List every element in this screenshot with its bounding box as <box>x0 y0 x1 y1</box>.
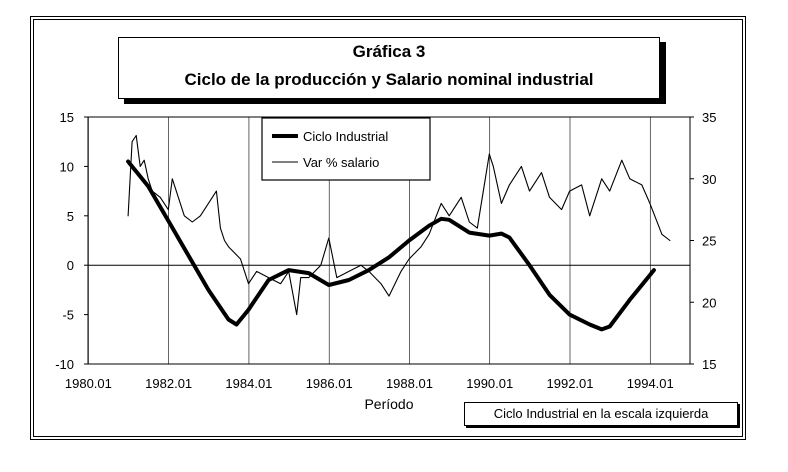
legend-label-ciclo-industrial: Ciclo Industrial <box>303 129 388 144</box>
legend: Ciclo Industrial Var % salario <box>261 117 431 181</box>
x-axis-label: Período <box>364 396 413 412</box>
chart-title: Gráfica 3 <box>352 42 426 61</box>
chart-inner-frame <box>33 19 743 437</box>
right-tick-label: 15 <box>702 357 716 372</box>
x-tick-label: 1984.01 <box>225 376 272 391</box>
series-line-var-salario <box>127 134 671 316</box>
series-lines <box>126 134 671 332</box>
title-box: Gráfica 3 Ciclo de la producción y Salar… <box>118 37 660 99</box>
legend-label-var-salario: Var % salario <box>303 155 379 170</box>
x-tick-label: 1982.01 <box>145 376 192 391</box>
left-tick-label: 10 <box>60 159 74 174</box>
series-line-ciclo-industrial <box>126 159 656 332</box>
x-tick-label: 1988.01 <box>386 376 433 391</box>
x-tick-label: 1994.01 <box>627 376 674 391</box>
left-tick-label: 0 <box>67 258 74 273</box>
right-tick-label: 25 <box>702 234 716 249</box>
right-axis-ticks: 15 20 25 30 35 <box>690 110 716 372</box>
right-tick-label: 20 <box>702 295 716 310</box>
left-tick-label: 5 <box>67 209 74 224</box>
right-tick-label: 35 <box>702 110 716 125</box>
left-tick-label: -10 <box>55 357 74 372</box>
scale-note: Ciclo Industrial en la escala izquierda <box>464 402 738 426</box>
left-tick-label: -5 <box>62 308 74 323</box>
right-tick-label: 30 <box>702 172 716 187</box>
left-tick-label: 15 <box>60 110 74 125</box>
x-tick-label: 1986.01 <box>306 376 353 391</box>
x-tick-label: 1992.01 <box>547 376 594 391</box>
x-tick-label: 1990.01 <box>466 376 513 391</box>
chart-subtitle: Ciclo de la producción y Salario nominal… <box>184 70 594 89</box>
legend-box <box>261 117 431 181</box>
x-tick-label: 1980.01 <box>65 376 112 391</box>
x-axis-ticks: 1980.01 1982.01 1984.01 1986.01 1988.01 1990.… <box>65 376 674 391</box>
left-axis-ticks: -10 -5 0 5 10 15 <box>55 110 88 372</box>
